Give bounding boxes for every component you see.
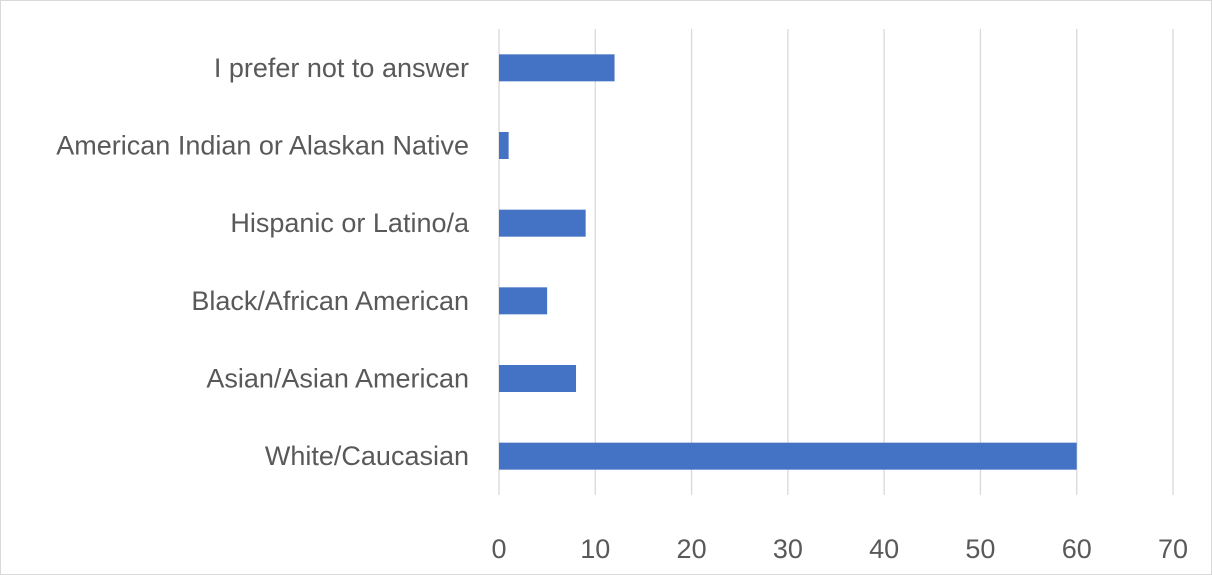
category-label: White/Caucasian bbox=[265, 441, 469, 471]
bar-black-african-american bbox=[499, 287, 548, 315]
category-label: Black/African American bbox=[191, 286, 469, 316]
bar-hispanic-or-latino-a bbox=[499, 209, 586, 237]
category-label: American Indian or Alaskan Native bbox=[56, 131, 469, 161]
x-tick-label: 0 bbox=[491, 534, 506, 564]
x-tick-label: 40 bbox=[869, 534, 899, 564]
x-tick-label: 50 bbox=[965, 534, 995, 564]
category-label: I prefer not to answer bbox=[214, 53, 469, 83]
x-tick-label: 30 bbox=[773, 534, 803, 564]
bars bbox=[499, 54, 1077, 470]
x-tick-label: 10 bbox=[580, 534, 610, 564]
category-label: Hispanic or Latino/a bbox=[230, 208, 470, 238]
bar-american-indian-or-alaskan-native bbox=[499, 132, 509, 159]
category-label: Asian/Asian American bbox=[206, 364, 469, 394]
bar-white-caucasian bbox=[499, 442, 1077, 470]
bar-i-prefer-not-to-answer bbox=[499, 54, 615, 82]
bar-asian-asian-american bbox=[499, 365, 577, 392]
x-axis-tick-labels: 0 10 20 30 40 50 60 70 bbox=[491, 534, 1188, 564]
gridlines bbox=[498, 29, 1174, 495]
x-tick-label: 20 bbox=[677, 534, 707, 564]
x-tick-label: 70 bbox=[1158, 534, 1188, 564]
category-labels: I prefer not to answer American Indian or… bbox=[56, 53, 470, 471]
x-tick-label: 60 bbox=[1062, 534, 1092, 564]
